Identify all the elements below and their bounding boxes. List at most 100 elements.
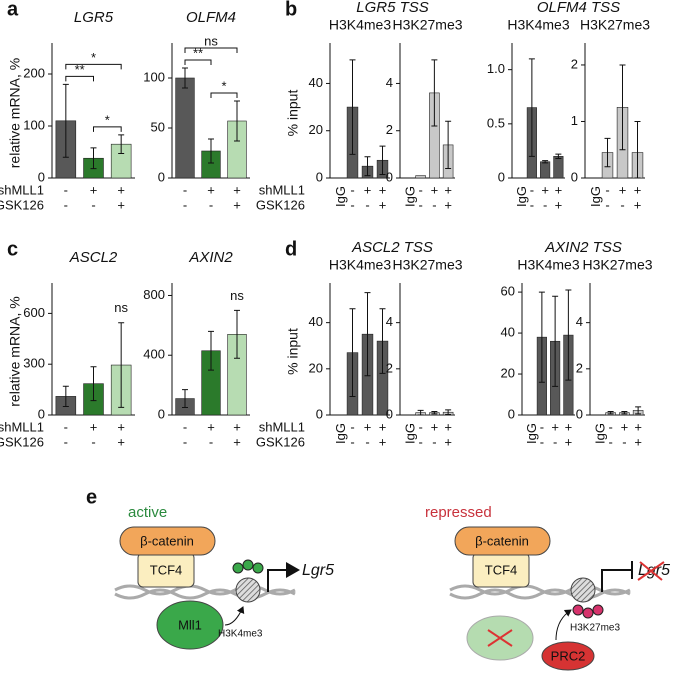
y-axis-label: % input	[285, 328, 301, 375]
x-row-label: +	[207, 182, 215, 197]
panel-label: b	[285, 0, 297, 20]
x-row-label: +	[233, 434, 241, 449]
x-tick-label: IgG	[588, 186, 603, 207]
y-axis-label: relative mRNA, %	[7, 58, 23, 168]
y-tick-label: 0	[508, 406, 515, 421]
y-tick-label: 0	[158, 406, 165, 421]
y-tick-label: 0	[576, 406, 583, 421]
panel-label: d	[285, 238, 297, 260]
x-row-label: -	[530, 182, 534, 197]
error-bar	[552, 295, 559, 387]
y-tick-label: 20	[309, 122, 323, 137]
x-row-label: +	[379, 419, 387, 434]
x-row-label: -	[540, 419, 544, 434]
subtitle: H3K4me3	[329, 17, 391, 33]
x-row-label: +	[634, 419, 642, 434]
error-bar	[379, 145, 386, 175]
error-bar	[182, 67, 188, 89]
x-row-label: +	[565, 434, 573, 449]
x-row-name: shMLL1	[0, 419, 44, 434]
y-tick-label: 2	[386, 360, 393, 375]
x-row-label: -	[608, 419, 612, 434]
x-row-label: -	[530, 197, 534, 212]
histone-mark: H3K4me3	[218, 629, 263, 640]
panel-label: a	[7, 0, 19, 20]
error-bar	[619, 64, 626, 151]
y-tick-label: 0	[38, 406, 45, 421]
prc2-label: PRC2	[551, 648, 586, 663]
x-row-label: -	[620, 197, 624, 212]
subtitle: H3K4me3	[517, 257, 579, 273]
x-row-label: -	[350, 182, 354, 197]
x-row-label: -	[183, 197, 187, 212]
x-tick-label: IgG	[592, 423, 607, 444]
error-bar	[538, 291, 545, 383]
tcf4-label: TCF4	[150, 562, 183, 577]
error-bar	[234, 309, 240, 359]
y-tick-label: 4	[386, 75, 393, 90]
x-row-label: -	[418, 419, 422, 434]
x-row-label: +	[379, 434, 387, 449]
x-row-label: +	[233, 197, 241, 212]
x-row-label: +	[364, 182, 372, 197]
gene-label: Lgr5	[302, 562, 334, 579]
x-tick-label: IgG	[514, 186, 529, 207]
x-row-label: -	[418, 434, 422, 449]
subtitle: H3K4me3	[507, 17, 569, 33]
x-tick-label: IgG	[402, 423, 417, 444]
y-tick-label: 20	[501, 365, 515, 380]
y-tick-label: 800	[143, 287, 165, 302]
mll1-label: Mll1	[178, 617, 202, 632]
y-tick-label: 100	[143, 69, 165, 84]
x-row-label: +	[117, 197, 125, 212]
y-tick-label: 600	[23, 305, 45, 320]
error-bar	[634, 120, 641, 179]
x-row-label: -	[91, 434, 95, 449]
x-row-label: -	[605, 197, 609, 212]
title: ASCL2	[69, 249, 118, 266]
subtitle: H3K4me3	[329, 257, 391, 273]
nucleosome	[570, 577, 596, 603]
error-bar	[182, 389, 188, 409]
panel-label: c	[7, 238, 18, 260]
y-tick-label: 2	[571, 56, 578, 71]
y-tick-label: 400	[143, 347, 165, 362]
error-bar	[62, 83, 69, 158]
significance-bracket	[65, 75, 94, 82]
significance-bracket	[184, 59, 212, 65]
y-tick-label: 20	[309, 360, 323, 375]
x-row-label: -	[543, 197, 547, 212]
x-row-label: +	[233, 419, 241, 434]
x-row-label: -	[608, 434, 612, 449]
x-row-label: +	[431, 182, 439, 197]
y-tick-label: 50	[151, 119, 165, 134]
x-row-label: +	[444, 434, 452, 449]
x-row-name: shMLL1	[259, 182, 305, 197]
x-row-label: -	[183, 182, 187, 197]
x-row-label: -	[350, 197, 354, 212]
title: OLFM4 TSS	[537, 0, 620, 16]
subtitle: H3K27me3	[392, 17, 462, 33]
error-bar	[417, 409, 424, 416]
error-bar	[555, 153, 562, 159]
prc2	[541, 641, 595, 671]
x-row-label: -	[209, 434, 213, 449]
y-tick-label: 2	[386, 122, 393, 137]
y-tick-label: 300	[23, 356, 45, 371]
significance-label: ns	[114, 300, 128, 315]
bar	[540, 161, 551, 179]
title: AXIN2 TSS	[544, 239, 622, 256]
x-row-label: -	[605, 182, 609, 197]
title: OLFM4	[186, 9, 236, 26]
x-row-label: +	[379, 182, 387, 197]
tcf4-label: TCF4	[485, 562, 518, 577]
x-row-label: +	[431, 419, 439, 434]
error-bar	[349, 308, 356, 398]
error-bar	[445, 409, 452, 416]
significance-label: **	[75, 62, 85, 77]
x-row-label: +	[117, 434, 125, 449]
subtitle: H3K27me3	[580, 17, 650, 33]
title: ASCL2 TSS	[351, 239, 433, 256]
x-row-label: +	[444, 419, 452, 434]
significance-label: ns	[230, 288, 244, 303]
